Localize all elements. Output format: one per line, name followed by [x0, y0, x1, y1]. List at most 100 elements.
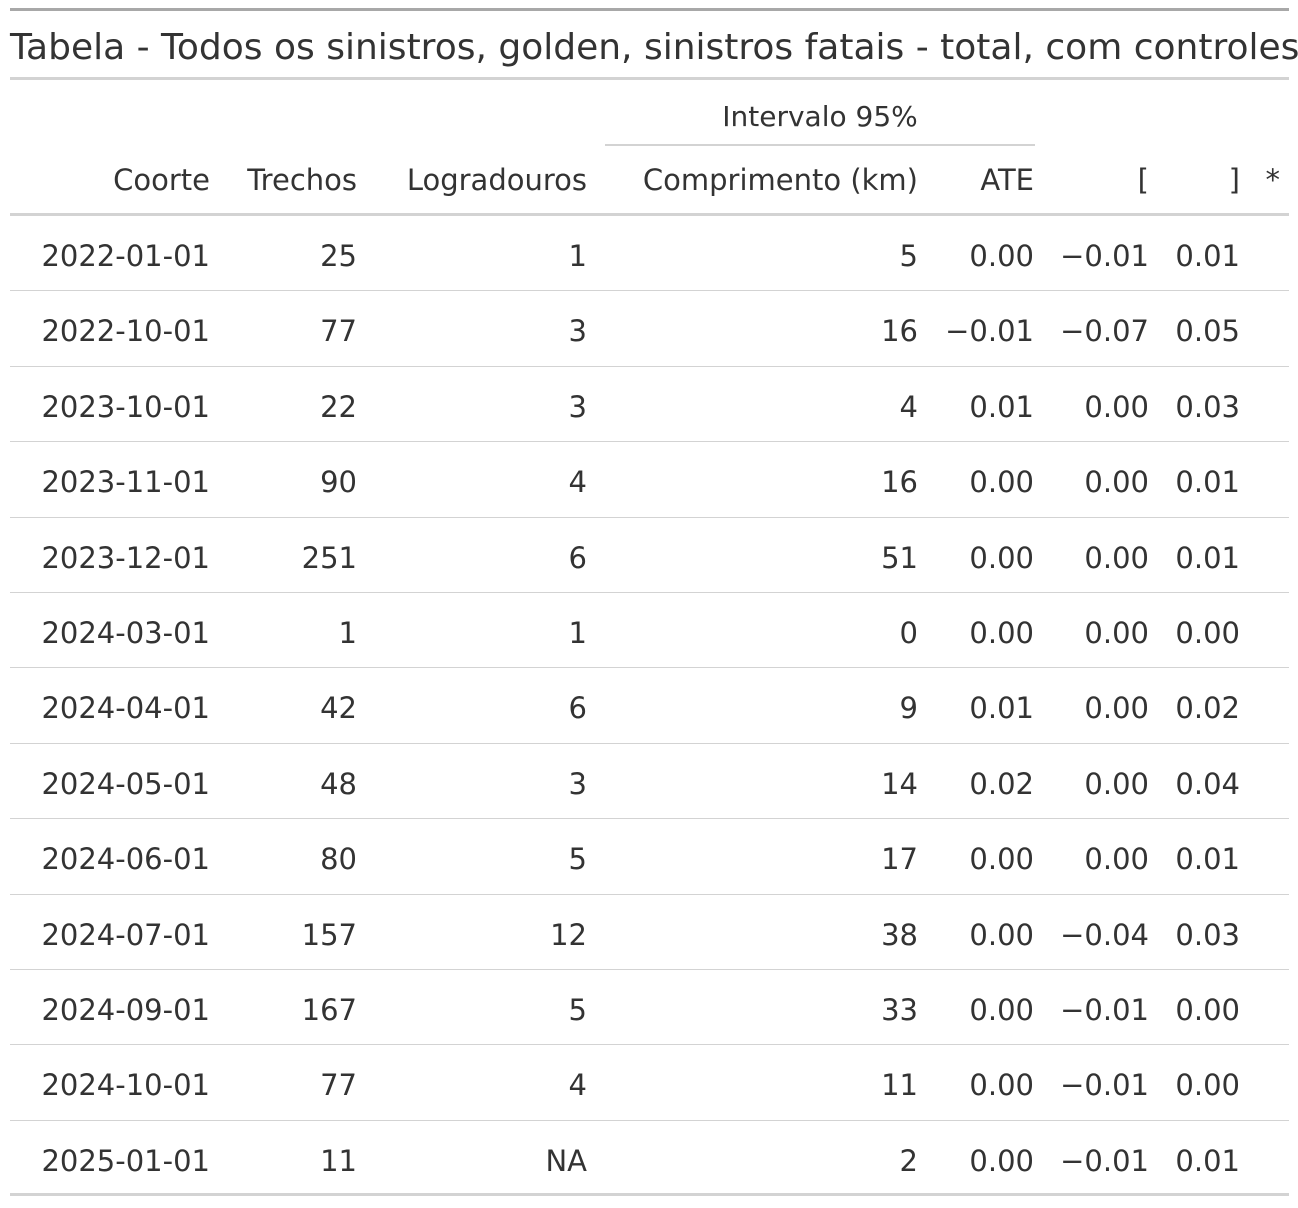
cell-ci-lower: 0.00	[1084, 540, 1149, 575]
cell-trechos: 48	[320, 766, 357, 801]
cell-ci-lower: −0.01	[1060, 1068, 1149, 1103]
cell-ate: 0.02	[969, 766, 1034, 801]
cell-ci-lower: 0.00	[1084, 766, 1149, 801]
table-row: 2024-03-01 1 1 0 0.00 0.00 0.00	[10, 593, 1289, 669]
cell-ci-upper: 0.05	[1175, 314, 1240, 349]
cell-ci-upper: 0.03	[1175, 389, 1240, 424]
cell-coorte: 2024-09-01	[41, 992, 210, 1027]
table-row: 2024-10-01 77 4 11 0.00 −0.01 0.00	[10, 1045, 1289, 1121]
cell-logradouros: 5	[568, 992, 587, 1027]
cell-ate: 0.00	[969, 842, 1034, 877]
column-header-row: Coorte Trechos Logradouros Comprimento (…	[10, 146, 1289, 216]
header-ci-upper: ]	[1228, 163, 1240, 197]
cell-logradouros: 6	[568, 691, 587, 726]
cell-ci-upper: 0.01	[1175, 239, 1240, 273]
cell-ci-upper: 0.01	[1175, 540, 1240, 575]
cell-ate: 0.01	[969, 389, 1034, 424]
cell-logradouros: 1	[568, 239, 587, 273]
cell-trechos: 1	[338, 615, 357, 650]
header-ate: ATE	[980, 163, 1034, 197]
cell-comprimento: 4	[899, 389, 918, 424]
cell-ci-lower: −0.01	[1060, 992, 1149, 1027]
cell-comprimento: 51	[881, 540, 918, 575]
cell-coorte: 2025-01-01	[41, 1143, 210, 1178]
cell-coorte: 2022-10-01	[41, 314, 210, 349]
cell-logradouros: 3	[568, 314, 587, 349]
cell-ate: 0.00	[969, 615, 1034, 650]
cell-trechos: 22	[320, 389, 357, 424]
table-row: 2023-10-01 22 3 4 0.01 0.00 0.03	[10, 367, 1289, 443]
cell-ci-upper: 0.03	[1175, 917, 1240, 952]
table-row: 2024-04-01 42 6 9 0.01 0.00 0.02	[10, 668, 1289, 744]
cell-coorte: 2024-03-01	[41, 615, 210, 650]
cell-ate: 0.00	[969, 465, 1034, 500]
cell-ci-upper: 0.00	[1175, 615, 1240, 650]
header-ci-lower: [	[1137, 163, 1149, 197]
cell-ci-upper: 0.01	[1175, 465, 1240, 500]
cell-trechos: 157	[301, 917, 357, 952]
cell-logradouros: 3	[568, 766, 587, 801]
cell-logradouros: 12	[550, 917, 587, 952]
cell-trechos: 77	[320, 314, 357, 349]
cell-logradouros: 1	[568, 615, 587, 650]
cell-coorte: 2024-10-01	[41, 1068, 210, 1103]
cell-ate: −0.01	[945, 314, 1034, 349]
cell-ci-upper: 0.02	[1175, 691, 1240, 726]
cell-ate: 0.00	[969, 917, 1034, 952]
table-row: 2025-01-01 11 NA 2 0.00 −0.01 0.01	[10, 1121, 1289, 1197]
cell-ci-upper: 0.04	[1175, 766, 1240, 801]
cell-logradouros: 4	[568, 1068, 587, 1103]
cell-comprimento: 38	[881, 917, 918, 952]
cell-trechos: 251	[301, 540, 357, 575]
cell-coorte: 2023-10-01	[41, 389, 210, 424]
cell-ate: 0.00	[969, 540, 1034, 575]
header-comprimento: Comprimento (km)	[642, 163, 918, 197]
cell-comprimento: 9	[899, 691, 918, 726]
cell-ci-upper: 0.01	[1175, 842, 1240, 877]
cell-coorte: 2024-04-01	[41, 691, 210, 726]
cell-comprimento: 14	[881, 766, 918, 801]
cell-logradouros: 3	[568, 389, 587, 424]
cell-ci-lower: 0.00	[1084, 615, 1149, 650]
table-row: 2024-07-01 157 12 38 0.00 −0.04 0.03	[10, 895, 1289, 970]
cell-trechos: 167	[301, 992, 357, 1027]
spanner-row: Intervalo 95%	[10, 80, 1289, 146]
header-trechos: Trechos	[247, 163, 357, 197]
table-row: 2024-05-01 48 3 14 0.02 0.00 0.04	[10, 744, 1289, 820]
cell-logradouros: 6	[568, 540, 587, 575]
cell-comprimento: 0	[899, 615, 918, 650]
cell-coorte: 2024-05-01	[41, 766, 210, 801]
cell-comprimento: 11	[881, 1068, 918, 1103]
cell-logradouros: 5	[568, 842, 587, 877]
cell-ci-lower: −0.01	[1060, 239, 1149, 273]
cell-comprimento: 33	[881, 992, 918, 1027]
confidence-interval-spanner: Intervalo 95%	[605, 80, 1035, 146]
cell-logradouros: NA	[545, 1143, 587, 1178]
cell-ate: 0.00	[969, 1143, 1034, 1178]
table-title: Tabela - Todos os sinistros, golden, sin…	[10, 8, 1298, 80]
table-row: 2022-10-01 77 3 16 −0.01 −0.07 0.05	[10, 291, 1289, 367]
cell-ci-upper: 0.01	[1175, 1143, 1240, 1178]
cell-ate: 0.00	[969, 992, 1034, 1027]
cell-coorte: 2024-06-01	[41, 842, 210, 877]
header-significance: *	[1265, 163, 1281, 197]
header-logradouros: Logradouros	[406, 163, 587, 197]
cell-trechos: 42	[320, 691, 357, 726]
cell-ate: 0.01	[969, 691, 1034, 726]
cell-trechos: 77	[320, 1068, 357, 1103]
cell-comprimento: 16	[881, 314, 918, 349]
cell-coorte: 2024-07-01	[41, 917, 210, 952]
cell-ci-upper: 0.00	[1175, 992, 1240, 1027]
cell-trechos: 80	[320, 842, 357, 877]
header-coorte: Coorte	[113, 163, 210, 197]
cell-comprimento: 16	[881, 465, 918, 500]
table-row: 2023-11-01 90 4 16 0.00 0.00 0.01	[10, 442, 1289, 518]
table-row: 2024-09-01 167 5 33 0.00 −0.01 0.00	[10, 970, 1289, 1046]
cell-comprimento: 5	[899, 239, 918, 273]
cell-ate: 0.00	[969, 239, 1034, 273]
cell-comprimento: 2	[899, 1143, 918, 1178]
cell-ci-lower: −0.01	[1060, 1143, 1149, 1178]
cell-trechos: 90	[320, 465, 357, 500]
cell-logradouros: 4	[568, 465, 587, 500]
cell-ci-lower: −0.04	[1060, 917, 1149, 952]
